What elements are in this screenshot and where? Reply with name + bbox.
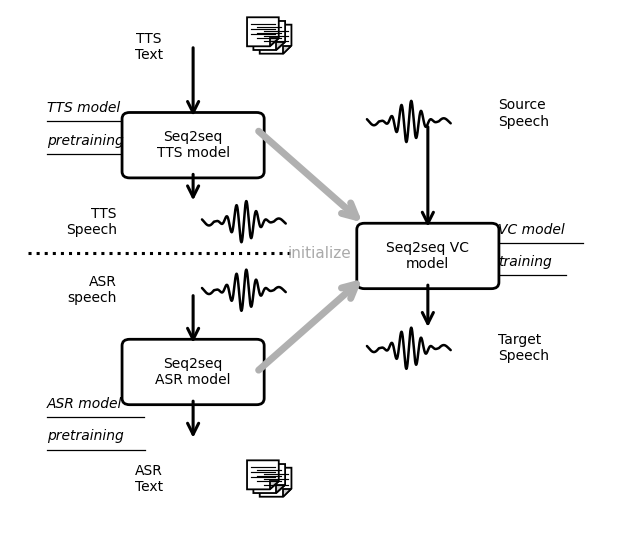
Text: TTS model: TTS model (47, 101, 120, 115)
Polygon shape (283, 489, 291, 497)
Text: Source
Speech: Source Speech (498, 99, 548, 128)
Text: Seq2seq
ASR model: Seq2seq ASR model (156, 357, 231, 387)
Polygon shape (270, 481, 279, 489)
Text: ASR
Text: ASR Text (134, 464, 163, 495)
Text: initialize: initialize (288, 246, 352, 261)
Text: TTS
Speech: TTS Speech (66, 207, 117, 237)
Text: training: training (498, 255, 552, 269)
FancyBboxPatch shape (122, 340, 264, 405)
Text: pretraining: pretraining (47, 134, 124, 148)
Polygon shape (253, 464, 285, 493)
Text: ASR
speech: ASR speech (68, 275, 117, 305)
FancyBboxPatch shape (122, 112, 264, 178)
Polygon shape (247, 17, 279, 46)
Text: Seq2seq
TTS model: Seq2seq TTS model (157, 130, 230, 160)
Polygon shape (270, 38, 279, 46)
Text: Target
Speech: Target Speech (498, 333, 548, 364)
Polygon shape (260, 468, 291, 497)
Text: pretraining: pretraining (47, 430, 124, 443)
Polygon shape (260, 25, 291, 54)
Text: Seq2seq VC
model: Seq2seq VC model (387, 241, 469, 271)
Text: ASR model: ASR model (47, 397, 123, 410)
Polygon shape (276, 42, 285, 50)
Polygon shape (276, 485, 285, 493)
Text: VC model: VC model (498, 223, 564, 237)
Text: TTS
Text: TTS Text (134, 32, 163, 62)
FancyBboxPatch shape (356, 223, 499, 289)
Polygon shape (283, 45, 291, 54)
Polygon shape (247, 461, 279, 489)
Polygon shape (253, 21, 285, 50)
